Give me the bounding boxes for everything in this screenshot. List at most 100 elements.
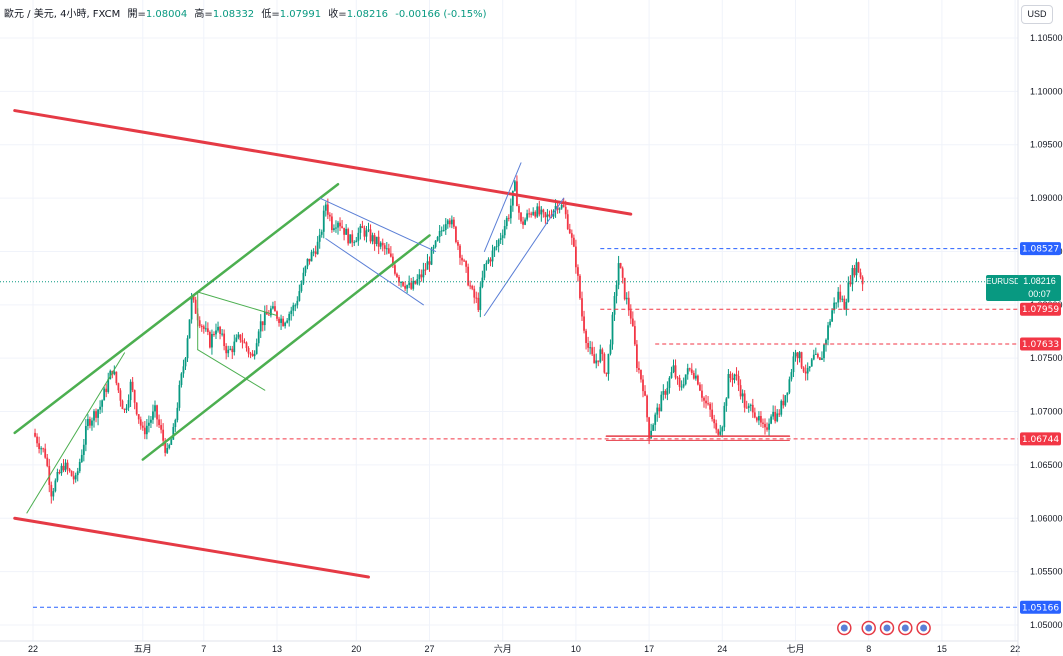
candle-body	[823, 344, 825, 359]
candle-body	[814, 353, 817, 355]
candle-body	[467, 266, 470, 286]
candle-body	[491, 250, 494, 262]
candle-body	[461, 257, 463, 261]
candle-body	[721, 427, 724, 432]
candle-body	[410, 282, 413, 289]
candle-body	[265, 311, 268, 315]
candle-body	[156, 405, 158, 420]
candle-body	[46, 457, 49, 466]
candle-body	[158, 419, 160, 426]
candle-body	[101, 400, 104, 407]
candle-body	[272, 306, 274, 309]
candle-body	[320, 231, 323, 235]
candle-body	[56, 472, 59, 481]
candle-body	[229, 348, 232, 350]
candle-body	[306, 258, 309, 267]
candle-body	[430, 248, 433, 265]
candle-body	[383, 245, 386, 249]
candle-body	[638, 368, 640, 371]
candle-body	[387, 248, 390, 254]
candle-body	[436, 236, 439, 241]
candle-body	[52, 491, 55, 497]
candle-body	[642, 379, 644, 392]
candle-body	[505, 217, 508, 227]
candle-body	[741, 393, 744, 397]
candle-body	[164, 440, 167, 453]
candle-body	[737, 376, 740, 386]
candle-body	[379, 242, 382, 247]
candle-body	[211, 333, 213, 348]
candle-body	[115, 371, 118, 384]
candle-body	[733, 374, 736, 380]
candle-body	[274, 306, 276, 312]
candle-body	[204, 328, 207, 330]
x-tick-label: 五月	[134, 644, 152, 654]
candle-body	[544, 212, 547, 218]
candle-body	[190, 296, 193, 320]
candle-body	[821, 358, 823, 360]
candle-body	[284, 322, 287, 327]
candle-body	[501, 235, 504, 239]
candle-body	[489, 259, 492, 262]
candle-body	[646, 395, 648, 418]
candle-body	[483, 264, 486, 278]
candle-body	[359, 226, 362, 233]
candle-body	[294, 305, 297, 307]
candle-body	[414, 280, 417, 284]
candle-body	[780, 400, 783, 415]
candle-body	[575, 246, 577, 268]
price-level-label: 1.08527	[1022, 245, 1059, 255]
candle-body	[745, 407, 748, 409]
candle-body	[792, 356, 795, 373]
candle-body	[97, 409, 99, 418]
candle-body	[357, 232, 360, 241]
candle-body	[562, 204, 565, 207]
candle-body	[176, 407, 179, 421]
candle-body	[713, 419, 716, 424]
candle-body	[353, 242, 356, 244]
symbol-title: 歐元 / 美元, 4小時, FXCM	[4, 9, 121, 20]
candle-body	[633, 326, 636, 345]
trend-line	[141, 234, 431, 461]
candle-body	[532, 211, 535, 215]
candle-body	[591, 347, 594, 355]
candle-body	[107, 379, 110, 392]
candle-body	[560, 204, 563, 209]
candle-body	[68, 468, 71, 471]
candle-body	[398, 276, 400, 283]
candle-body	[331, 216, 333, 231]
candle-body	[739, 385, 742, 397]
candle-body	[141, 425, 144, 428]
price-level-badge	[1020, 600, 1061, 614]
candle-body	[93, 411, 95, 421]
candle-body	[609, 344, 612, 354]
candle-body	[812, 354, 815, 360]
candle-body	[457, 242, 459, 246]
candle-body	[849, 282, 852, 285]
candle-body	[150, 419, 152, 423]
candle-body	[76, 471, 79, 476]
candle-body	[188, 319, 191, 339]
candle-body	[200, 325, 203, 327]
symbol-label: EURUSD	[986, 276, 1020, 286]
candle-body	[91, 420, 93, 426]
candle-body	[546, 214, 549, 218]
candle-body	[131, 381, 134, 391]
candle-body	[861, 277, 864, 285]
candle-body	[198, 320, 201, 326]
candle-body	[105, 388, 108, 392]
candle-body	[194, 299, 197, 314]
candle-body	[339, 222, 341, 227]
candle-body	[446, 220, 449, 225]
candle-body	[603, 354, 606, 373]
candle-body	[432, 246, 435, 249]
candle-body	[782, 400, 785, 406]
candle-body	[662, 390, 665, 395]
candle-body	[499, 238, 502, 240]
candle-body	[392, 256, 394, 266]
candle-body	[479, 286, 482, 310]
currency-button[interactable]: USD	[1021, 5, 1053, 24]
candle-body	[857, 262, 860, 273]
x-tick-label: 27	[424, 644, 434, 654]
